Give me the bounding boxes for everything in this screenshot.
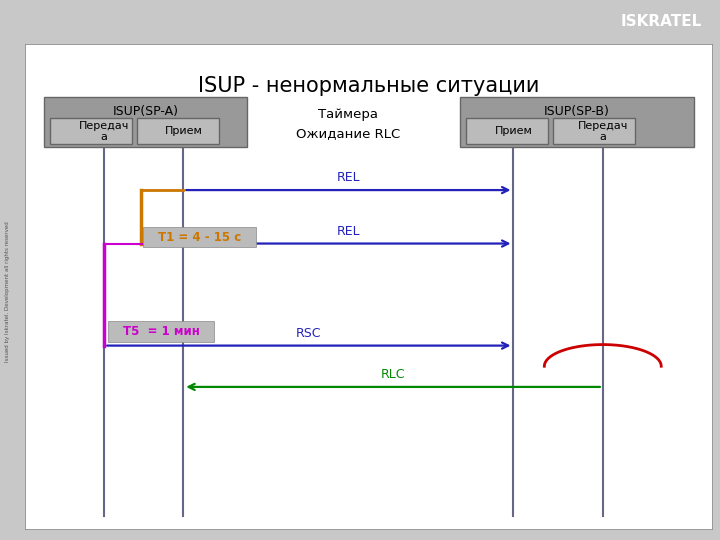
FancyBboxPatch shape xyxy=(553,118,635,144)
Text: ISUP - ненормальные ситуации: ISUP - ненормальные ситуации xyxy=(198,76,540,96)
Text: REL: REL xyxy=(336,171,360,185)
Text: Issued by Iskratel. Development all rights reserved: Issued by Iskratel. Development all righ… xyxy=(5,221,9,362)
Text: RSC: RSC xyxy=(296,327,322,340)
Text: ISUP(SP-B): ISUP(SP-B) xyxy=(544,105,610,118)
FancyBboxPatch shape xyxy=(466,118,548,144)
Text: Прием: Прием xyxy=(495,126,532,136)
Text: Таймера
Ожидание RLC: Таймера Ожидание RLC xyxy=(296,109,400,140)
Text: T1 = 4 - 15 с: T1 = 4 - 15 с xyxy=(158,231,240,244)
Text: Прием: Прием xyxy=(164,126,202,136)
Text: REL: REL xyxy=(336,225,360,238)
Text: Передач
а: Передач а xyxy=(79,121,130,141)
Text: Передач
а: Передач а xyxy=(577,121,628,141)
Text: ISUP(SP-A): ISUP(SP-A) xyxy=(112,105,179,118)
FancyBboxPatch shape xyxy=(50,118,132,144)
FancyBboxPatch shape xyxy=(143,227,256,247)
FancyBboxPatch shape xyxy=(461,97,693,147)
FancyBboxPatch shape xyxy=(45,97,247,147)
FancyBboxPatch shape xyxy=(138,118,219,144)
Text: ISKRATEL: ISKRATEL xyxy=(621,15,702,30)
Text: T5  = 1 мин: T5 = 1 мин xyxy=(123,325,199,338)
Text: RLC: RLC xyxy=(381,368,405,381)
FancyBboxPatch shape xyxy=(109,321,215,342)
FancyBboxPatch shape xyxy=(25,44,713,530)
